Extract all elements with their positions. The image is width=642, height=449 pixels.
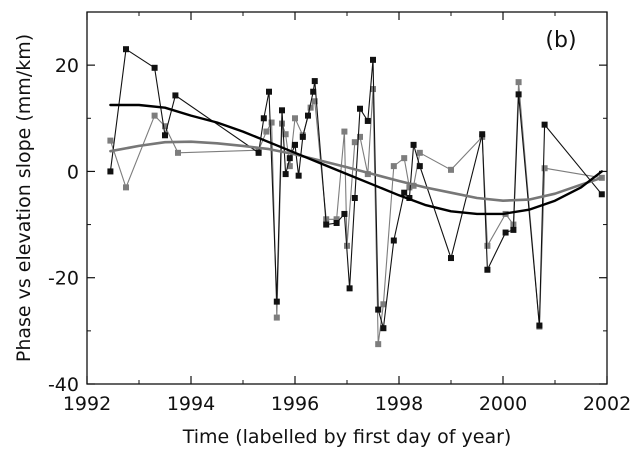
data-point: [255, 149, 262, 156]
data-point: [370, 56, 376, 63]
x-axis-title: Time (labelled by first day of year): [182, 426, 512, 448]
data-point: [307, 104, 314, 111]
data-point: [286, 163, 293, 170]
data-point: [162, 123, 168, 130]
data-point: [273, 298, 280, 305]
data-point: [268, 119, 275, 126]
series-black_series: [107, 46, 605, 332]
series-gray_trend: [109, 140, 604, 202]
data-point: [333, 216, 340, 223]
data-point: [598, 191, 605, 198]
data-point: [341, 128, 348, 135]
data-point: [260, 115, 267, 122]
data-point: [151, 64, 158, 71]
trend-line-gray_trend: [109, 140, 604, 202]
data-point: [341, 210, 348, 217]
y-axis-title: Phase vs elevation slope (mm/km): [13, 34, 35, 362]
x-tick-label-3: 1998: [375, 393, 423, 415]
data-point: [448, 166, 454, 173]
data-point: [305, 112, 311, 119]
data-point: [282, 131, 289, 138]
data-point: [370, 86, 376, 93]
y-tick-label-2: 0: [67, 161, 79, 183]
data-point: [273, 314, 280, 321]
data-point: [380, 325, 387, 332]
data-point: [123, 184, 129, 191]
data-point: [484, 242, 491, 249]
data-point: [282, 171, 289, 178]
data-point: [416, 163, 423, 170]
data-point: [510, 226, 517, 233]
data-point: [286, 155, 293, 162]
data-point: [279, 107, 285, 114]
data-point: [364, 117, 371, 124]
data-point: [351, 139, 358, 146]
data-point: [401, 155, 408, 162]
data-point: [333, 219, 340, 226]
data-point: [375, 306, 382, 313]
data-point: [175, 149, 181, 156]
data-point: [515, 79, 522, 86]
axis-ticks: 1992 1994 1996 1998 2000 2002 -40 -20 0 20: [48, 12, 631, 415]
data-point: [364, 171, 371, 178]
x-tick-label-5: 2002: [583, 393, 631, 415]
series-gray_series: [107, 79, 605, 348]
data-point: [299, 133, 306, 140]
x-tick-label-2: 1996: [271, 393, 319, 415]
data-point: [479, 131, 486, 138]
data-point: [357, 105, 363, 112]
y-tick-label-3: 20: [55, 55, 79, 77]
data-point: [151, 112, 158, 119]
data-point: [310, 88, 317, 95]
data-point: [295, 172, 302, 179]
data-point: [380, 301, 387, 308]
data-point: [263, 128, 270, 135]
data-point: [515, 91, 522, 98]
data-point: [484, 266, 491, 273]
data-point: [390, 237, 397, 244]
data-point: [107, 168, 114, 175]
panel-label: (b): [545, 28, 576, 53]
data-point: [502, 229, 509, 236]
trend-line-black_trend: [109, 103, 603, 216]
x-tick-label-0: 1992: [63, 393, 111, 415]
data-point: [123, 46, 129, 53]
data-point: [323, 221, 330, 228]
data-point: [292, 115, 298, 122]
data-point: [541, 165, 548, 172]
data-point: [162, 132, 168, 139]
data-point: [357, 133, 363, 140]
data-point: [536, 322, 543, 329]
data-point: [416, 149, 423, 156]
series-black_trend: [109, 103, 603, 216]
data-point: [541, 121, 548, 128]
data-point: [410, 141, 417, 148]
x-tick-label-4: 2000: [479, 393, 527, 415]
series-line-gray_series: [109, 82, 602, 345]
data-point: [266, 88, 272, 95]
data-point: [406, 184, 413, 191]
data-point: [311, 98, 318, 105]
data-point: [351, 195, 358, 201]
x-tick-label-1: 1994: [167, 393, 215, 415]
data-point: [346, 285, 353, 292]
data-point: [448, 255, 454, 262]
data-point: [390, 163, 397, 170]
data-point: [292, 141, 298, 148]
data-point: [401, 189, 408, 196]
y-tick-label-0: -40: [48, 374, 79, 396]
y-tick-label-1: -20: [48, 268, 79, 290]
series-layer: [107, 46, 605, 348]
data-point: [375, 341, 382, 348]
series-line-black_series: [109, 48, 603, 329]
data-point: [311, 78, 318, 85]
data-point: [172, 92, 179, 99]
data-point: [107, 137, 114, 144]
